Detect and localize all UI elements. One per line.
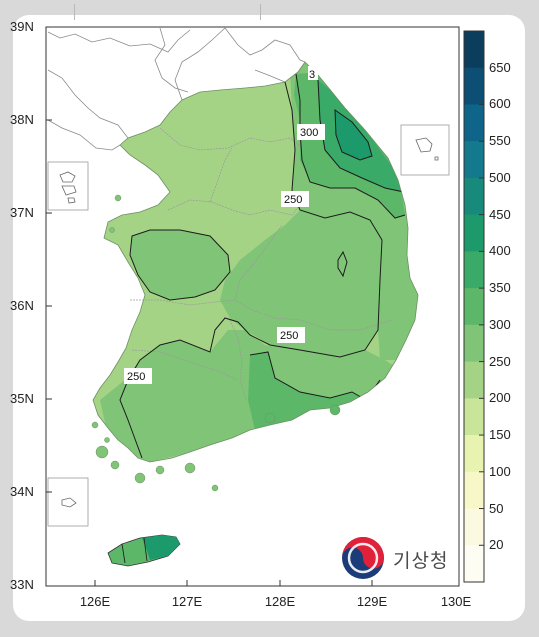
- colorbar-swatch: [464, 31, 484, 69]
- neighbor-borders: [47, 27, 306, 151]
- colorbar-swatch: [464, 435, 484, 473]
- province-borders: [130, 127, 393, 401]
- contour-label: 250: [127, 371, 145, 383]
- colorbar-label: 450: [489, 206, 511, 222]
- contour-labels: 3 300 250 250 250: [124, 66, 325, 384]
- lon-label: 130E: [440, 594, 472, 609]
- contour-label-box: [308, 66, 318, 80]
- frame-edge: [74, 4, 75, 20]
- islands: [91, 194, 341, 492]
- colorbar-label: 550: [489, 133, 511, 149]
- colorbar-swatch: [464, 104, 484, 142]
- colorbar-label: 150: [489, 427, 511, 443]
- lat-label: 34N: [10, 484, 34, 499]
- lon-label: 128E: [264, 594, 296, 609]
- colorbar-swatch: [464, 67, 484, 105]
- lat-label: 39N: [10, 19, 34, 34]
- lon-label: 127E: [171, 594, 203, 609]
- lon-label: 126E: [79, 594, 111, 609]
- colorbar-label: 500: [489, 169, 511, 185]
- inset-islands: [59, 137, 439, 508]
- colorbar-swatch: [464, 508, 484, 546]
- lat-label: 38N: [10, 112, 34, 127]
- contour-label: 250: [284, 194, 302, 206]
- contour-label-box: [277, 327, 305, 343]
- colorbar-swatch: [464, 545, 484, 583]
- contour-label: 3: [309, 69, 315, 81]
- colorbar-label: 50: [489, 500, 504, 516]
- colorbar-outline: [463, 30, 485, 583]
- colorbar-swatch: [464, 324, 484, 363]
- kma-logo-text: 기상청: [393, 551, 449, 572]
- inset-boxes: [47, 124, 450, 527]
- contour-label: 300: [300, 127, 318, 139]
- colorbar-label: 250: [489, 353, 511, 369]
- lat-label: 36N: [10, 298, 34, 313]
- frame-edge: [260, 4, 261, 20]
- contour-label-box: [297, 124, 325, 140]
- colorbar: [463, 30, 485, 583]
- colorbar-swatch: [464, 471, 484, 510]
- colorbar-label: 100: [489, 463, 511, 479]
- colorbar-swatch: [464, 398, 484, 436]
- colorbar-swatch: [464, 361, 484, 399]
- contour-label: 250: [280, 330, 298, 342]
- contour-label-box: [281, 191, 309, 207]
- colorbar-swatch: [464, 251, 484, 289]
- colorbar-label: 20: [489, 537, 504, 553]
- lat-label: 37N: [10, 205, 34, 220]
- axis-ticks: [46, 26, 373, 586]
- colorbar-label: 300: [489, 316, 511, 332]
- lat-label: 35N: [10, 391, 34, 406]
- colorbar-label: 650: [489, 59, 511, 75]
- contour-label-box: [124, 368, 152, 384]
- kma-logo-icon: [342, 537, 384, 579]
- lon-label: 129E: [356, 594, 388, 609]
- colorbar-label: 200: [489, 390, 511, 406]
- colorbar-swatch: [464, 288, 484, 326]
- lat-label: 33N: [10, 577, 34, 592]
- colorbar-label: 600: [489, 96, 511, 112]
- colorbar-swatch: [464, 141, 484, 179]
- colorbar-label: 350: [489, 280, 511, 296]
- colorbar-swatch: [464, 177, 484, 216]
- jeju-island: [107, 534, 181, 567]
- contour-lines: [119, 73, 406, 459]
- korea-coastline: [92, 61, 419, 463]
- colorbar-label: 400: [489, 243, 511, 259]
- colorbar-swatch: [464, 214, 484, 252]
